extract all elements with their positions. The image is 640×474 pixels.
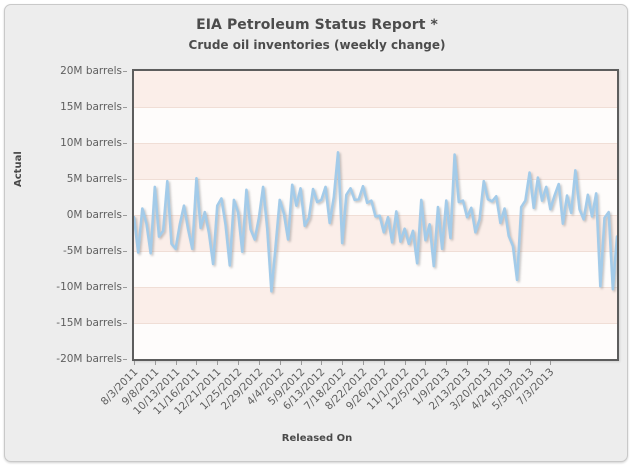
x-axis-tick-mark — [529, 361, 531, 365]
x-axis-tick-mark — [342, 361, 344, 365]
x-axis-tick-mark — [134, 361, 135, 365]
y-axis-tick-label: -15M barrels — [56, 317, 122, 329]
y-axis-labels: 20M barrels 15M barrels 10M barrels 5M barr… — [5, 65, 127, 365]
y-axis-tick-mark — [123, 71, 127, 72]
y-axis-tick-mark — [123, 359, 127, 360]
plot-band — [134, 71, 617, 107]
data-series-line — [134, 151, 617, 293]
x-axis-tick-mark — [467, 361, 469, 365]
x-axis-tick-mark — [383, 361, 385, 365]
plot-band — [134, 107, 617, 143]
y-axis-tick-label: 5M barrels — [66, 173, 122, 185]
x-axis-tick-mark — [550, 361, 552, 365]
x-axis-tick-mark — [175, 361, 177, 365]
y-axis-tick-label: 15M barrels — [60, 101, 122, 113]
x-axis-tick-mark — [404, 361, 406, 365]
y-axis-tick-label: 20M barrels — [60, 65, 122, 77]
plot-band — [134, 323, 617, 359]
x-axis-tick-mark — [508, 361, 510, 365]
x-axis-tick-mark — [154, 361, 156, 365]
chart-title-block: EIA Petroleum Status Report * Crude oil … — [5, 15, 627, 54]
y-axis-tick-mark — [123, 323, 127, 324]
chart-panel: EIA Petroleum Status Report * Crude oil … — [4, 4, 628, 462]
plot-area — [132, 69, 619, 361]
gridline — [134, 143, 617, 144]
chart-subtitle: Crude oil inventories (weekly change) — [188, 38, 446, 52]
page-title: EIA Petroleum Status Report * — [196, 17, 438, 33]
x-axis-tick-mark — [238, 361, 240, 365]
y-axis-tick-label: -5M barrels — [62, 245, 122, 257]
x-axis-labels: 8/3/2011 9/8/2011 10/13/2011 11/16/2011 12/2… — [99, 361, 619, 425]
x-axis-tick-mark — [258, 361, 260, 365]
gridline — [134, 323, 617, 324]
x-axis-tick-mark — [279, 361, 281, 365]
x-axis-tick-mark — [217, 361, 219, 365]
x-axis-tick-mark — [363, 361, 364, 365]
y-axis-tick-mark — [123, 215, 127, 216]
gridline — [134, 251, 617, 252]
x-axis-tick-mark — [487, 361, 489, 365]
y-axis-tick-label: -10M barrels — [56, 281, 122, 293]
x-axis-tick-mark — [300, 361, 302, 365]
gridline — [134, 107, 617, 108]
y-axis-tick-mark — [123, 251, 127, 252]
y-axis-tick-label: 10M barrels — [60, 137, 122, 149]
x-axis-tick-mark — [446, 361, 448, 365]
y-axis-tick-mark — [123, 143, 127, 144]
gridline — [134, 287, 617, 288]
x-axis-tick-mark — [425, 361, 427, 365]
y-axis-tick-mark — [123, 107, 127, 108]
plot-band — [134, 287, 617, 323]
plot-band — [134, 143, 617, 179]
x-axis-title: Released On — [281, 433, 353, 444]
y-axis-tick-label: 0M barrels — [66, 209, 122, 221]
y-axis-tick-label: -20M barrels — [56, 353, 122, 365]
y-axis-tick-mark — [123, 287, 127, 288]
x-axis-tick-mark — [196, 361, 198, 365]
y-axis-tick-mark — [123, 179, 127, 180]
x-axis-tick-mark — [321, 361, 323, 365]
gridline — [134, 179, 617, 180]
